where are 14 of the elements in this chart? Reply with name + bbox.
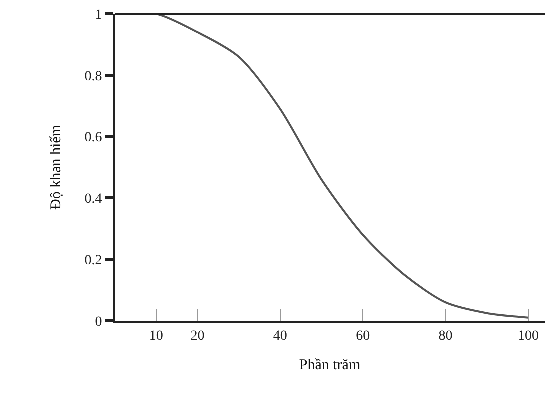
y-tick-label: 0.8 — [84, 69, 102, 84]
x-tick-label: 80 — [438, 328, 453, 344]
y-tick-label: 0 — [95, 314, 102, 330]
x-tick-label: 40 — [273, 328, 288, 344]
x-tick-label: 10 — [149, 328, 164, 344]
y-tick-label: 0.2 — [84, 254, 102, 268]
y-axis-title: Độ khan hiếm — [48, 124, 64, 210]
x-tick-label: 20 — [190, 328, 205, 344]
x-axis-title: Phần trăm — [299, 357, 361, 374]
x-tick-label: 60 — [356, 328, 370, 344]
y-tick-label: 0.6 — [84, 130, 102, 146]
x-tick-label: 100 — [518, 328, 539, 344]
y-tick-label: 0.4 — [84, 192, 102, 208]
y-tick-label: 1 — [95, 8, 102, 23]
